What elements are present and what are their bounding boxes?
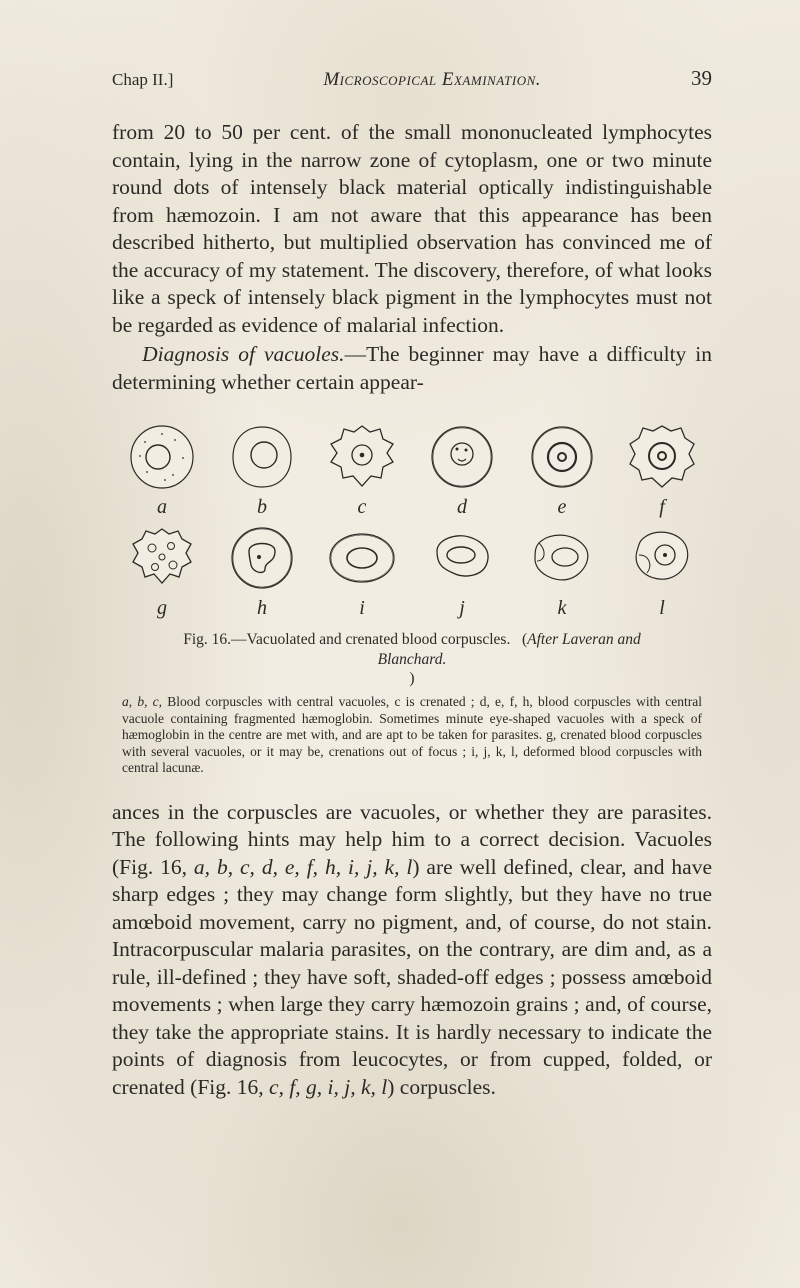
paragraph-3: ances in the corpuscles are vacuoles, or… [112,799,712,1102]
cell-l: l [625,521,699,620]
cell-i: i [325,521,399,620]
cell-label-g: g [157,597,167,620]
p3-italic-2: c, f, g, i, j, k, l [269,1075,387,1099]
cell-j: j [425,521,499,620]
figure-note-lead: a, b, c, [122,694,162,709]
cell-label-c: c [358,496,367,519]
cell-label-d: d [457,496,467,519]
page-number: 39 [691,66,712,91]
p3-part-b: ) are well defined, clear, and have shar… [112,855,712,1099]
page-title: Microscopical Examination. [173,69,691,91]
cell-g: g [125,521,199,620]
body-text-upper: from 20 to 50 per cent. of the small mon… [112,119,712,396]
cell-d: d [425,420,499,519]
cell-b: b [225,420,299,519]
cell-label-b: b [257,496,267,519]
cell-label-a: a [157,496,167,519]
cell-h-icon [225,521,299,595]
paragraph-2: Diagnosis of vacuoles.—The beginner may … [112,341,712,396]
figure-row-2: g h i [112,521,712,620]
running-head: Chap II.] Microscopical Examination. 39 [112,66,712,91]
cell-label-f: f [659,496,665,519]
cell-b-icon [225,420,299,494]
paragraph-1: from 20 to 50 per cent. of the small mon… [112,119,712,339]
body-text-lower: ances in the corpuscles are vacuoles, or… [112,799,712,1102]
cell-f: f [625,420,699,519]
cell-l-icon [625,521,699,595]
cell-a-icon [125,420,199,494]
chapter-label: Chap II.] [112,70,173,90]
figure-caption: Fig. 16.—Vacuolated and crenated blood c… [132,630,692,688]
cell-i-icon [325,521,399,595]
cell-k-icon [525,521,599,595]
cell-label-e: e [558,496,567,519]
figure-16: a b c [112,420,712,776]
figure-note: a, b, c, Blood corpuscles with central v… [122,694,702,776]
cell-c: c [325,420,399,519]
figure-row-1: a b c [112,420,712,519]
cell-label-l: l [659,597,665,620]
cell-label-h: h [257,597,267,620]
cell-label-i: i [359,597,365,620]
cell-f-icon [625,420,699,494]
cell-c-icon [325,420,399,494]
cell-e-icon [525,420,599,494]
figure-note-text: Blood corpuscles with central vacuoles, … [122,694,702,775]
cell-h: h [225,521,299,620]
cell-label-j: j [459,597,465,620]
cell-a: a [125,420,199,519]
cell-label-k: k [558,597,567,620]
p3-part-c: ) corpuscles. [387,1075,496,1099]
cell-e: e [525,420,599,519]
p3-italic-1: a, b, c, d, e, f, h, i, j, k, l [194,855,412,879]
figure-caption-after: After Laveran and [527,631,641,648]
figure-caption-lead: Fig. 16.—Vacuolated and crenated blood c… [183,631,510,648]
page-root: Chap II.] Microscopical Examination. 39 … [0,0,800,1288]
cell-k: k [525,521,599,620]
cell-g-icon [125,521,199,595]
cell-d-icon [425,420,499,494]
figure-caption-blanchard: Blanchard. [132,650,692,669]
diagnosis-heading: Diagnosis of vacuoles. [142,342,344,366]
cell-j-icon [425,521,499,595]
